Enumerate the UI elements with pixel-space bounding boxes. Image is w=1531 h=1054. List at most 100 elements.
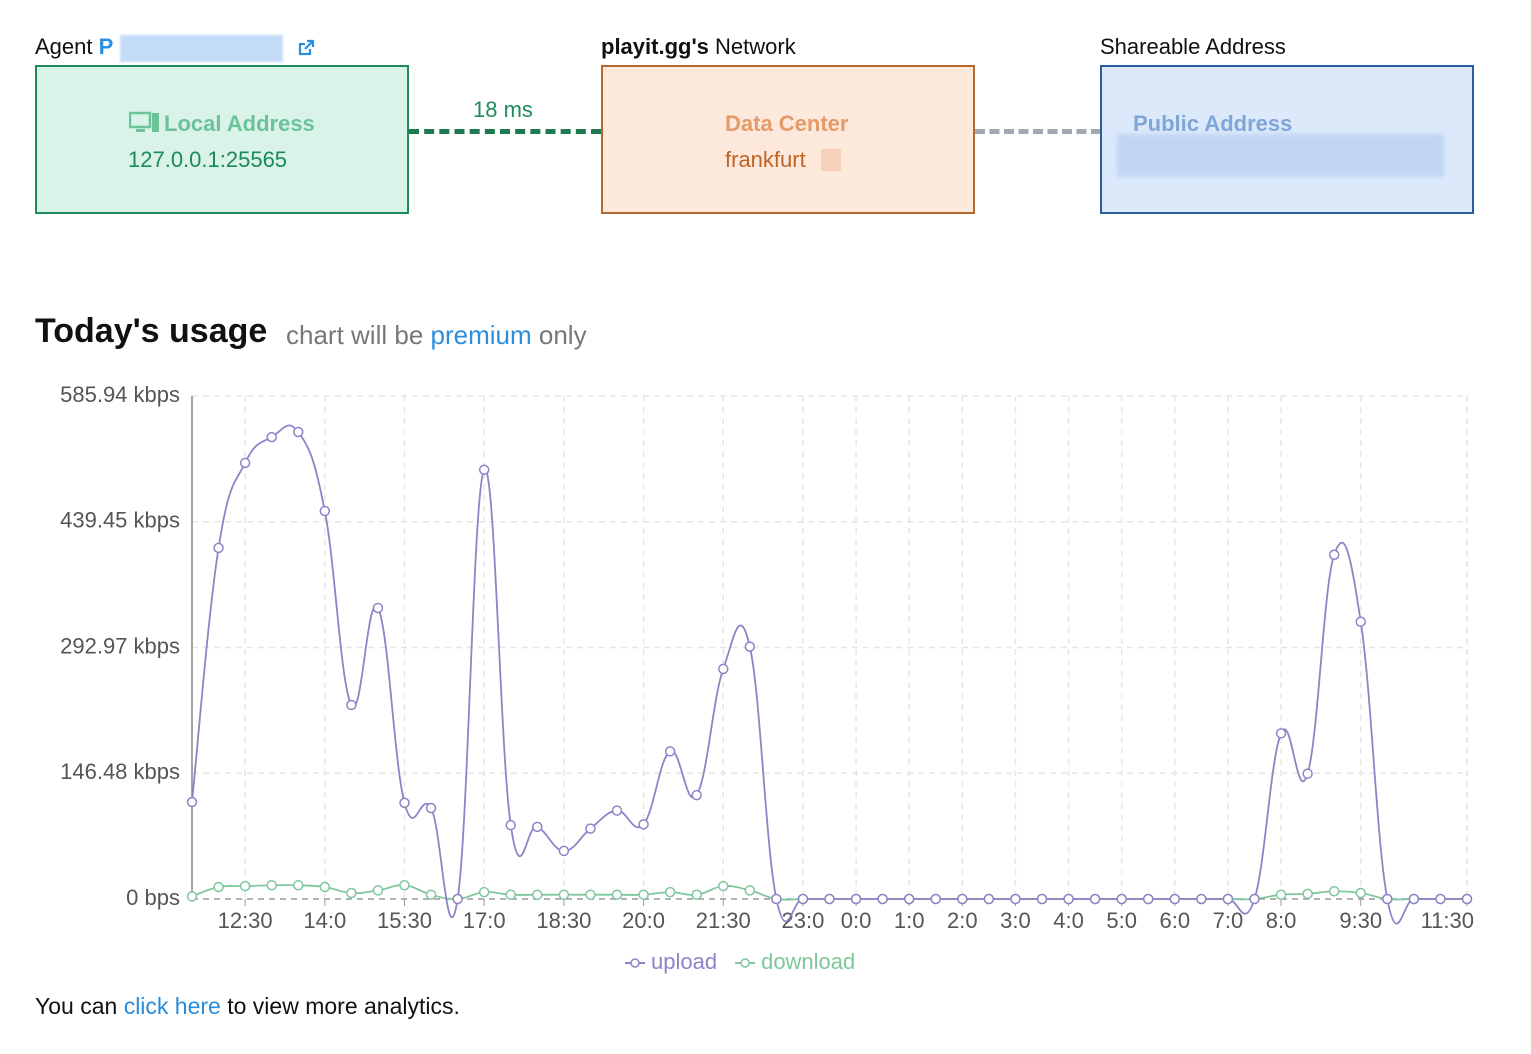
- link-line: [975, 129, 1101, 134]
- x-tick-label: 5:0: [1106, 908, 1137, 933]
- premium-link[interactable]: premium: [430, 320, 532, 350]
- point: [585, 823, 596, 834]
- point: [1169, 893, 1181, 905]
- point: [1275, 889, 1287, 900]
- point: [425, 889, 437, 900]
- footer-text: to view more analytics.: [227, 993, 460, 1019]
- point: [293, 426, 304, 438]
- point: [372, 602, 384, 614]
- point: [558, 889, 570, 900]
- point: [1116, 893, 1127, 905]
- point: [532, 821, 543, 833]
- x-tick-label: 9:30: [1339, 908, 1382, 933]
- point: [1063, 893, 1074, 905]
- point: [558, 845, 570, 857]
- monitor-icon: [129, 111, 159, 132]
- x-tick-label: 6:0: [1160, 908, 1191, 933]
- point: [1196, 893, 1207, 905]
- public-box: Public Address: [1100, 65, 1474, 214]
- point: [638, 889, 649, 900]
- datacenter-box: Data Center frankfurt: [601, 65, 975, 214]
- point: [1222, 893, 1234, 905]
- point: [239, 880, 251, 892]
- y-tick-label: 292.97 kbps: [60, 633, 180, 658]
- point: [611, 889, 623, 900]
- point: [478, 464, 490, 476]
- point: [664, 886, 676, 898]
- point: [824, 893, 835, 905]
- point: [744, 641, 756, 652]
- public-title: Public Address: [1133, 111, 1293, 136]
- point: [425, 802, 437, 814]
- point: [691, 789, 702, 801]
- network-text: Network: [715, 34, 796, 59]
- x-tick-label: 21:30: [696, 908, 751, 933]
- point: [771, 893, 782, 905]
- network-label: playit.gg's Network: [601, 34, 796, 60]
- point: [611, 805, 623, 816]
- x-tick-label: 7:0: [1213, 908, 1244, 933]
- point: [1036, 893, 1048, 905]
- redacted: [1117, 134, 1444, 177]
- point: [266, 880, 277, 891]
- point: [186, 891, 198, 902]
- point: [957, 893, 968, 905]
- point: [399, 880, 410, 891]
- legend-icon: [630, 958, 640, 968]
- point: [293, 880, 304, 891]
- x-tick-label: 20:0: [622, 908, 665, 933]
- point: [1328, 549, 1340, 561]
- x-tick-label: 4:0: [1053, 908, 1084, 933]
- point: [319, 881, 331, 893]
- datacenter-location: frankfurt: [725, 147, 806, 172]
- x-tick-label: 2:0: [947, 908, 978, 933]
- footer: You can click here to view more analytic…: [35, 993, 460, 1020]
- latency: 18 ms: [473, 97, 533, 122]
- point: [718, 880, 729, 892]
- point: [346, 887, 357, 899]
- footer-text: You can: [35, 993, 118, 1019]
- point: [1435, 893, 1446, 905]
- x-tick-label: 14:0: [303, 908, 346, 933]
- point: [877, 893, 888, 905]
- local-address: 127.0.0.1:25565: [128, 147, 288, 172]
- datacenter-title: Data Center: [725, 111, 849, 136]
- network-brand: playit.gg's: [601, 34, 709, 59]
- note-end: only: [538, 320, 587, 350]
- agent-name[interactable]: P: [98, 34, 114, 59]
- point: [319, 505, 331, 517]
- y-tick-label: 146.48 kbps: [60, 759, 180, 784]
- x-tick-label: 8:0: [1266, 908, 1297, 933]
- note: chart will be: [286, 320, 424, 350]
- analytics-link[interactable]: click here: [123, 993, 221, 1019]
- point: [1089, 893, 1101, 905]
- point: [1461, 893, 1473, 905]
- point: [186, 796, 198, 808]
- point: [1010, 893, 1021, 905]
- y-tick-label: 439.45 kbps: [60, 508, 180, 533]
- point: [399, 797, 410, 809]
- link-line: [409, 129, 601, 134]
- point: [664, 746, 676, 757]
- x-tick-label: 15:30: [377, 908, 432, 933]
- point: [1382, 893, 1393, 905]
- point: [213, 542, 224, 554]
- point: [239, 457, 251, 469]
- point: [1143, 893, 1154, 905]
- external-link-icon[interactable]: [297, 38, 317, 58]
- point: [744, 885, 756, 896]
- x-tick-label: 1:0: [894, 908, 925, 933]
- legend-label[interactable]: download: [761, 949, 855, 974]
- point: [1275, 728, 1287, 739]
- legend-label[interactable]: upload: [651, 949, 717, 974]
- point: [266, 431, 277, 443]
- redacted: [821, 149, 841, 171]
- point: [213, 881, 224, 893]
- point: [372, 885, 384, 896]
- redacted: [120, 35, 283, 62]
- point: [691, 889, 702, 900]
- legend-icon: [740, 958, 750, 968]
- point: [903, 893, 915, 905]
- point: [505, 819, 516, 831]
